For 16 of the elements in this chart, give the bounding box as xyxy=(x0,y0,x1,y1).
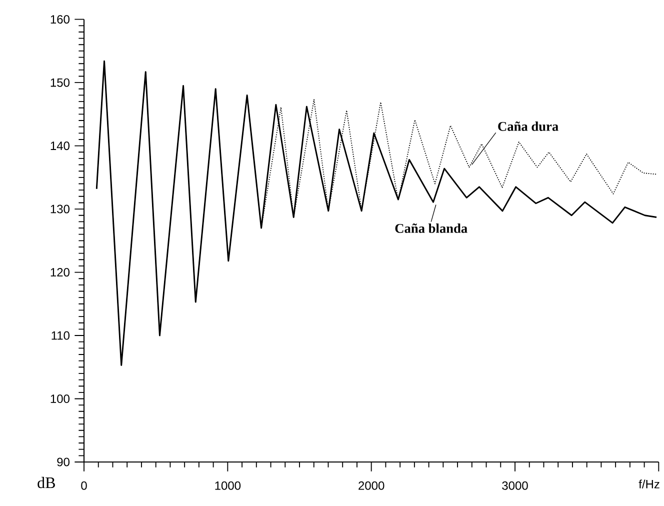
legend-label: Caña blanda xyxy=(395,223,468,233)
x-tick-label: 2000 xyxy=(358,481,384,490)
y-tick-label: 130 xyxy=(50,204,70,214)
y-tick-label: 160 xyxy=(50,15,70,24)
y-tick-label: 120 xyxy=(50,268,70,277)
y-tick-label: 110 xyxy=(52,331,70,340)
y-tick-label: 100 xyxy=(50,394,70,404)
series-label: Caña dura xyxy=(498,122,558,131)
x-axis-title: f/Hz xyxy=(638,480,660,488)
y-tick-label: 150 xyxy=(50,78,70,87)
x-tick-label: 0 xyxy=(81,481,87,490)
x-tick-label: 1000 xyxy=(215,481,241,490)
x-tick-label: 3000 xyxy=(502,481,528,490)
y-tick-label: 140 xyxy=(50,142,70,150)
y-tick-label: 90 xyxy=(57,458,70,466)
y-axis-title: dB xyxy=(38,476,55,488)
